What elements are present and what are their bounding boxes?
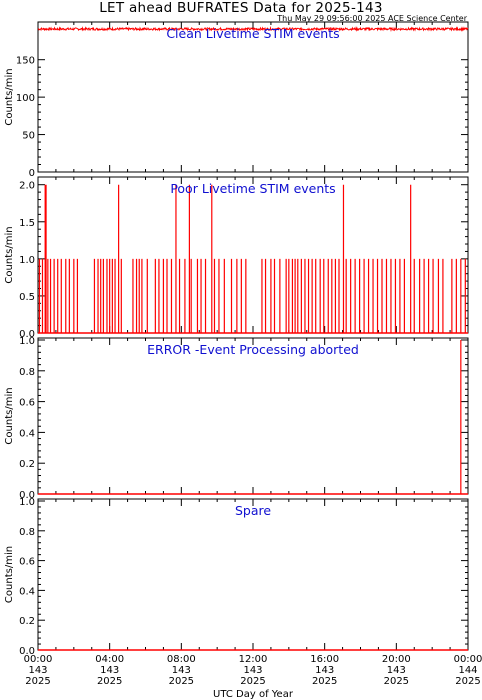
panel-4-title: Spare bbox=[235, 503, 271, 518]
xtick-doy-label: 143 bbox=[387, 665, 406, 676]
panel-4-ytick-label: 0.6 bbox=[19, 557, 35, 568]
xtick-time-label: 08:00 bbox=[167, 654, 196, 665]
panel-3-ytick-label: 0.2 bbox=[19, 459, 35, 470]
panel-1-frame bbox=[37, 21, 469, 173]
panel-1-ytick-label: 100 bbox=[16, 93, 35, 104]
xtick-time-label: 16:00 bbox=[310, 654, 339, 665]
panel-4-ytick-label: 0.0 bbox=[19, 646, 35, 657]
panel-2-ytick-label: 2.0 bbox=[19, 181, 35, 192]
panel-2-ytick-label: 0.5 bbox=[19, 292, 35, 303]
panel-3-ytick-label: 1.0 bbox=[19, 336, 35, 347]
panel-3-ylabel: Counts/min bbox=[4, 387, 15, 444]
panel-2-title: Poor Livetime STIM events bbox=[170, 181, 335, 196]
xtick-doy-label: 144 bbox=[458, 665, 477, 676]
xtick-time-label: 00:00 bbox=[454, 654, 482, 665]
xtick-time-label: 04:00 bbox=[95, 654, 124, 665]
panel-3-frame bbox=[37, 337, 469, 495]
xtick-doy-label: 143 bbox=[100, 665, 119, 676]
xtick-year-label: 2025 bbox=[384, 676, 409, 687]
xtick-doy-label: 143 bbox=[243, 665, 262, 676]
xtick-year-label: 2025 bbox=[312, 676, 337, 687]
panel-3-ytick-label: 0.8 bbox=[19, 367, 35, 378]
panel-4-frame bbox=[37, 498, 469, 651]
panel-3-ytick-label: 0.4 bbox=[19, 428, 35, 439]
panel-1-ylabel: Counts/min bbox=[4, 68, 15, 125]
timestamp-credit: Thu May 29 09:56:00 2025 ACE Science Cen… bbox=[277, 14, 467, 23]
xtick-year-label: 2025 bbox=[240, 676, 265, 687]
panel-2-frame bbox=[37, 176, 469, 334]
xtick-doy-label: 143 bbox=[315, 665, 334, 676]
xtick-time-label: 12:00 bbox=[239, 654, 268, 665]
xtick-doy-label: 143 bbox=[28, 665, 47, 676]
xtick-doy-label: 143 bbox=[172, 665, 191, 676]
panel-4-ytick-label: 0.2 bbox=[19, 616, 35, 627]
panel-2-ytick-label: 1.5 bbox=[19, 218, 35, 229]
panel-3-ytick-label: 0.0 bbox=[19, 490, 35, 501]
panel-2-ytick-label: 0.0 bbox=[19, 329, 35, 340]
panel-4-ytick-label: 0.4 bbox=[19, 586, 35, 597]
chart-title: LET ahead BUFRATES Data for 2025-143 bbox=[99, 0, 383, 16]
panel-1-ytick-label: 150 bbox=[16, 56, 35, 67]
xtick-year-label: 2025 bbox=[25, 676, 50, 687]
panel-4-ytick-label: 1.0 bbox=[19, 497, 35, 508]
panel-2-ylabel: Counts/min bbox=[4, 226, 15, 283]
x-axis-label: UTC Day of Year bbox=[213, 689, 294, 700]
xtick-time-label: 00:00 bbox=[24, 654, 53, 665]
xtick-year-label: 2025 bbox=[455, 676, 480, 687]
xtick-year-label: 2025 bbox=[97, 676, 122, 687]
panel-1-ytick-label: 50 bbox=[22, 131, 35, 142]
xtick-year-label: 2025 bbox=[169, 676, 194, 687]
panel-1-data-trace bbox=[37, 25, 469, 32]
xtick-time-label: 20:00 bbox=[382, 654, 411, 665]
panel-3-title: ERROR -Event Processing aborted bbox=[147, 342, 359, 357]
panel-3-ytick-label: 0.6 bbox=[19, 398, 35, 409]
panel-4-ylabel: Counts/min bbox=[4, 546, 15, 603]
panel-1-title: Clean Livetime STIM events bbox=[166, 26, 339, 41]
panel-4-ytick-label: 0.8 bbox=[19, 527, 35, 538]
panel-1-ytick-label: 0 bbox=[29, 168, 35, 179]
panel-2-ytick-label: 1.0 bbox=[19, 255, 35, 266]
